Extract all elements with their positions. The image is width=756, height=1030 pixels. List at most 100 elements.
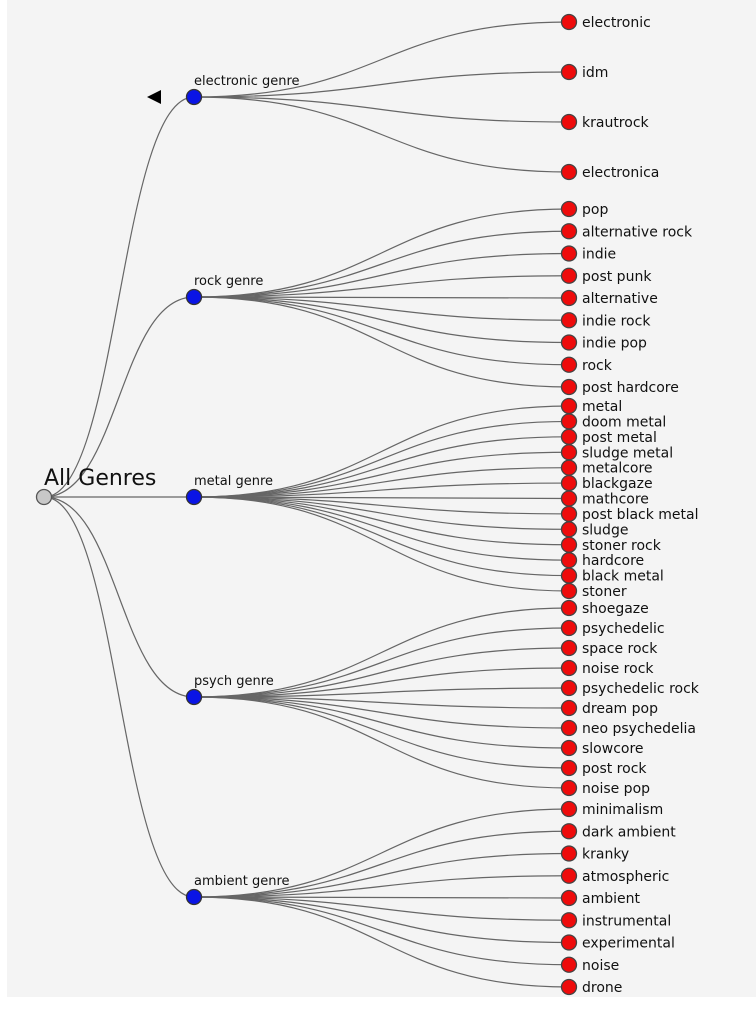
leaf-node-stoner[interactable]	[560, 582, 578, 600]
leaf-node-stoner-rock[interactable]	[560, 536, 578, 553]
leaf-label-atmospheric: atmospheric	[582, 869, 669, 885]
link-ambient-genre-drone	[193, 896, 570, 988]
link-psych-genre-psychedelic-rock	[193, 687, 570, 698]
link-electronic-genre-idm	[193, 71, 570, 98]
genre-node-metal-genre[interactable]	[185, 488, 203, 506]
leaf-node-post-punk[interactable]	[560, 267, 578, 284]
leaf-node-dark-ambient[interactable]	[560, 823, 578, 840]
leaf-label-hardcore: hardcore	[582, 553, 644, 569]
link-rock-genre-indie	[193, 252, 570, 298]
leaf-node-idm[interactable]	[560, 63, 578, 81]
leaf-node-drone[interactable]	[560, 978, 578, 996]
leaf-node-ambient[interactable]	[560, 889, 578, 907]
leaf-node-noise-rock[interactable]	[560, 659, 578, 677]
leaf-node-psychedelic-rock[interactable]	[560, 679, 578, 697]
leaf-node-indie[interactable]	[560, 245, 578, 262]
leaf-label-stoner-rock: stoner rock	[582, 538, 662, 554]
leaf-node-blackgaze[interactable]	[560, 474, 578, 492]
genre-tree-diagram: electronic idm krautrock electronica electro…	[35, 13, 700, 996]
link-electronic-genre-electronica	[193, 96, 570, 173]
link-metal-genre-metal	[193, 405, 570, 498]
leaf-node-metalcore[interactable]	[560, 459, 578, 476]
link-psych-genre-shoegaze	[193, 607, 570, 698]
leaf-label-metal: metal	[582, 399, 622, 415]
leaf-label-mathcore: mathcore	[582, 492, 649, 508]
leaf-node-atmospheric[interactable]	[560, 867, 578, 884]
leaf-node-experimental[interactable]	[560, 934, 578, 951]
leaf-node-instrumental[interactable]	[560, 912, 578, 929]
leaf-node-alternative-rock[interactable]	[560, 223, 578, 240]
leaf-node-hardcore[interactable]	[560, 552, 578, 569]
genre-node-rock-genre[interactable]	[185, 288, 203, 306]
leaf-label-kranky: kranky	[582, 847, 629, 863]
leaf-node-post-black-metal[interactable]	[560, 505, 578, 523]
leaf-node-pop[interactable]	[560, 200, 578, 218]
leaf-node-black-metal[interactable]	[560, 567, 578, 584]
leaf-node-psychedelic[interactable]	[560, 619, 578, 637]
leaf-node-noise-pop[interactable]	[560, 779, 578, 797]
link-metal-genre-post-black-metal	[193, 496, 570, 515]
genre-node-psych-genre[interactable]	[185, 688, 203, 706]
link-metal-genre-stoner	[193, 496, 570, 592]
leaf-label-post-metal: post metal	[582, 430, 657, 446]
leaf-node-minimalism[interactable]	[560, 800, 578, 818]
leaf-node-post-rock[interactable]	[560, 759, 578, 777]
link-ambient-genre-instrumental	[193, 896, 570, 921]
leaf-node-doom-metal[interactable]	[560, 413, 578, 430]
leaf-node-post-hardcore[interactable]	[560, 378, 578, 396]
genre-node-electronic-genre[interactable]	[185, 88, 203, 106]
link-rock-genre-indie-rock	[193, 296, 570, 321]
leaf-node-metal[interactable]	[560, 397, 578, 415]
leaf-node-indie-pop[interactable]	[560, 334, 578, 351]
leaf-label-alternative: alternative	[582, 291, 658, 307]
leaf-node-sludge-metal[interactable]	[560, 444, 578, 461]
link-root-rock-genre	[43, 296, 195, 498]
link-rock-genre-post-punk	[193, 275, 570, 298]
leaf-label-black-metal: black metal	[582, 569, 664, 585]
leaf-node-electronic[interactable]	[560, 13, 578, 31]
leaf-node-rock[interactable]	[560, 356, 578, 373]
link-psych-genre-post-rock	[193, 696, 570, 769]
leaf-label-electronica: electronica	[582, 165, 659, 181]
leaf-node-alternative[interactable]	[560, 289, 578, 307]
leaf-label-post-black-metal: post black metal	[582, 507, 699, 523]
leaf-label-dark-ambient: dark ambient	[582, 824, 676, 840]
collapse-arrow-icon[interactable]	[147, 90, 161, 104]
link-electronic-genre-krautrock	[193, 96, 570, 123]
leaf-node-slowcore[interactable]	[560, 739, 578, 757]
leaf-node-neo-psychedelia[interactable]	[560, 719, 578, 737]
link-metal-genre-sludge	[193, 496, 570, 530]
leaf-node-noise[interactable]	[560, 956, 578, 973]
link-ambient-genre-atmospheric	[193, 875, 570, 898]
leaf-label-post-rock: post rock	[582, 761, 647, 777]
leaf-label-shoegaze: shoegaze	[582, 601, 649, 617]
root-node[interactable]	[35, 488, 53, 506]
leaf-node-post-metal[interactable]	[560, 428, 578, 445]
leaf-label-instrumental: instrumental	[582, 913, 671, 929]
leaf-node-kranky[interactable]	[560, 845, 578, 862]
link-metal-genre-post-metal	[193, 436, 570, 498]
genre-node-ambient-genre[interactable]	[185, 888, 203, 906]
leaf-node-mathcore[interactable]	[560, 490, 578, 507]
leaf-label-dream-pop: dream pop	[582, 701, 658, 717]
leaf-label-ambient: ambient	[582, 891, 640, 907]
leaf-label-psychedelic: psychedelic	[582, 621, 665, 637]
leaf-node-shoegaze[interactable]	[560, 599, 578, 617]
link-ambient-genre-kranky	[193, 852, 570, 898]
leaf-node-space-rock[interactable]	[560, 639, 578, 657]
leaf-node-dream-pop[interactable]	[560, 699, 578, 717]
leaf-node-sludge[interactable]	[560, 521, 578, 538]
leaf-node-electronica[interactable]	[560, 163, 578, 181]
link-psych-genre-space-rock	[193, 647, 570, 698]
leaf-node-krautrock[interactable]	[560, 113, 578, 131]
link-psych-genre-psychedelic	[193, 627, 570, 698]
leaf-label-krautrock: krautrock	[582, 115, 650, 131]
genre-label-electronic-genre: electronic genre	[194, 74, 300, 89]
leaf-label-indie-pop: indie pop	[582, 336, 647, 352]
leaf-node-indie-rock[interactable]	[560, 312, 578, 329]
leaf-label-noise-pop: noise pop	[582, 781, 650, 797]
leaf-label-space-rock: space rock	[582, 641, 658, 657]
link-rock-genre-rock	[193, 296, 570, 366]
genre-label-ambient-genre: ambient genre	[194, 874, 290, 889]
link-psych-genre-slowcore	[193, 696, 570, 749]
